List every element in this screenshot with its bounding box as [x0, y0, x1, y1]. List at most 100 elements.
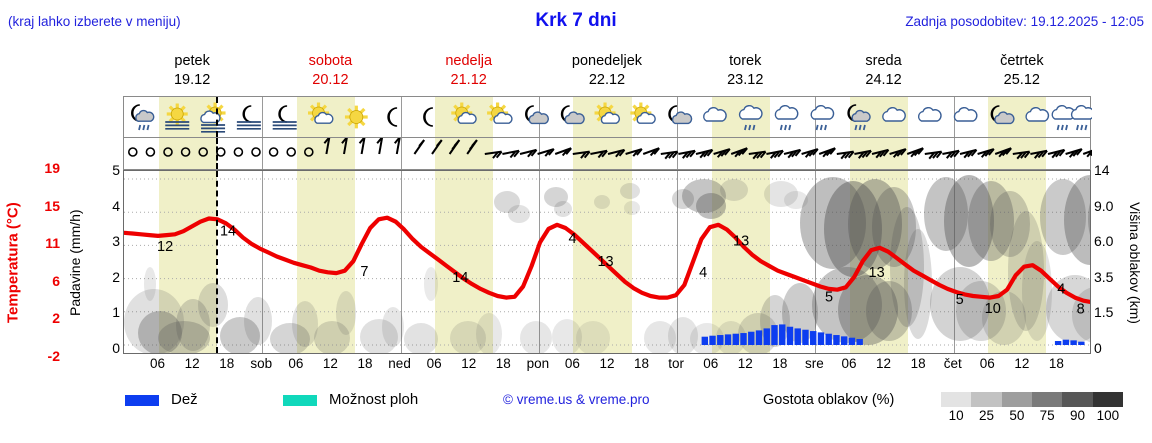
day-header-sobota: sobota 20.12: [261, 52, 399, 94]
x-axis-tick: 12: [599, 356, 615, 371]
day-date: 20.12: [312, 72, 349, 88]
temp-tick: 11: [45, 235, 60, 252]
wind-barb: [625, 148, 643, 157]
cloud-density-scale-value: 10: [948, 408, 964, 423]
x-axis-tick: ned: [388, 356, 411, 371]
chart-legend: Dež Možnost ploh © vreme.us & vreme.pro …: [123, 388, 1143, 428]
temperature-point-label: 12: [157, 239, 173, 255]
wind-barb-calm: [163, 147, 173, 157]
day-name: sreda: [865, 53, 902, 69]
cloud-density-scale-values: 10 25 50 75 90 100: [929, 408, 1139, 426]
day-separator: [953, 171, 955, 353]
precipitation-axis-ticks: 5 4 3 2 1 0: [88, 162, 120, 362]
cloud-density-scale: [941, 392, 1123, 407]
last-update-text: Zadnja posodobitev: 19.12.2025 - 12:05: [905, 14, 1144, 29]
wind-barb: [1065, 148, 1083, 158]
day-separator: [815, 138, 817, 169]
temp-tick: 15: [44, 197, 60, 214]
cloud-density-swatch: [1092, 392, 1123, 407]
cloud-density-swatch: [971, 392, 1002, 407]
precipitation-bars: [701, 324, 1085, 345]
prec-tick: 1: [112, 304, 120, 321]
temperature-point-label: 13: [597, 254, 613, 270]
wind-barb: [1030, 149, 1048, 159]
wind-barb: [393, 138, 401, 155]
temperature-point-label: 13: [869, 265, 885, 281]
cloud-density-scale-value: 50: [1009, 408, 1025, 423]
weather-icon-moon-cloud-rain: [131, 104, 155, 131]
x-axis-tick: 06: [150, 356, 166, 371]
day-separator: [538, 171, 540, 353]
prec-tick: 4: [112, 197, 120, 214]
daylight-band: [988, 171, 1047, 353]
temperature-point-label: 4: [699, 265, 707, 281]
wind-barb: [783, 148, 802, 159]
location-menu-note: (kraj lahko izberete v meniju): [8, 14, 181, 29]
weather-icon-sun-cloud: [594, 102, 620, 124]
weather-icon-cloud-rain: [1070, 105, 1092, 131]
weather-icon-moon-cloud: [668, 105, 693, 125]
x-axis-tick: sre: [805, 356, 824, 371]
day-name: četrtek: [1000, 53, 1044, 69]
x-axis-tick: 06: [841, 356, 857, 371]
weather-icon-sun-fog: [165, 103, 190, 130]
weather-icon-moon-fog: [272, 105, 297, 130]
x-axis-tick: 06: [564, 356, 580, 371]
wind-barb-row: [123, 138, 1092, 170]
wind-barb: [924, 150, 943, 160]
day-name: nedelja: [445, 53, 493, 69]
wind-barb: [431, 139, 443, 155]
temperature-point-label: 14: [452, 270, 468, 286]
weather-icon-moon-cloud: [525, 105, 549, 125]
forecast-plot: 12 14 7 14 4 13 4 13 5 13 5 10 4 8: [123, 170, 1091, 354]
wind-barb: [642, 147, 660, 157]
copyright-link[interactable]: © vreme.us & vreme.pro: [503, 392, 650, 407]
wind-barb: [413, 139, 425, 155]
day-date: 21.12: [450, 72, 487, 88]
temperature-point-label: 4: [1057, 282, 1065, 298]
wind-barb-calm: [180, 147, 191, 157]
weather-icon-moon-fog: [236, 105, 261, 130]
wind-barb: [341, 138, 348, 155]
prec-tick: 0: [112, 340, 120, 356]
weather-icon-cloud: [1025, 107, 1050, 122]
wind-barb-calm: [216, 147, 226, 157]
day-name: petek: [174, 53, 210, 69]
wind-barb: [959, 148, 978, 159]
prec-tick: 5: [112, 162, 120, 178]
wind-barb-calm: [198, 147, 208, 157]
prec-tick: 2: [112, 268, 120, 285]
wind-barb: [766, 149, 784, 159]
wind-barb: [502, 149, 520, 159]
weather-icon-cloud-rain: [738, 105, 763, 131]
day-separator: [400, 97, 402, 137]
weather-icon-moon-cloud-rain: [847, 104, 871, 131]
day-separator: [677, 171, 679, 353]
wind-barb-calm: [286, 147, 296, 157]
weather-icon-moon: [387, 107, 398, 127]
temperature-curve: [124, 215, 1090, 305]
wind-barb: [572, 150, 591, 159]
wind-barb: [358, 138, 366, 155]
weather-icon-cloud-rain: [810, 105, 835, 131]
weather-icon-sun-cloud: [630, 102, 656, 124]
wind-barb: [994, 147, 1012, 158]
wind-barb: [889, 148, 907, 158]
current-time-marker: [215, 97, 218, 137]
x-axis-tick: 18: [772, 356, 788, 371]
temperature-point-label: 13: [733, 234, 749, 250]
x-axis-tick: 18: [1048, 356, 1064, 371]
weather-icon-moon-cloud: [990, 105, 1015, 125]
x-axis-tick: 12: [461, 356, 477, 371]
day-name: torek: [729, 53, 762, 69]
weather-icon-row: [123, 96, 1092, 138]
wind-barb-calm: [145, 147, 156, 157]
temperature-point-label: 14: [220, 223, 236, 239]
temp-tick: 19: [44, 160, 60, 176]
wind-barb: [1012, 150, 1031, 160]
wind-barb: [466, 139, 478, 155]
wind-barb-calm: [304, 147, 314, 157]
day-header-nedelja: nedelja 21.12: [400, 52, 538, 94]
weather-icon-sun-cloud-fog: [200, 102, 226, 133]
wind-barb: [537, 148, 555, 157]
